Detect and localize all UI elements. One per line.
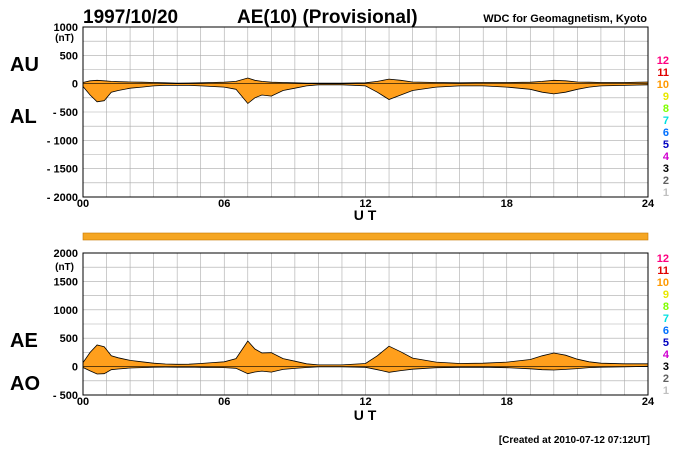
station-count-7: 7 xyxy=(663,313,669,325)
area-fill-ae-ao xyxy=(83,341,648,374)
station-count-4: 4 xyxy=(663,349,670,361)
series-line-ao xyxy=(82,365,649,375)
created-note: [Created at 2010-07-12 07:12UT] xyxy=(499,435,650,446)
chart-title: AE(10) (Provisional) xyxy=(237,7,418,28)
series-line-al xyxy=(82,84,649,105)
x-tick-label: 06 xyxy=(218,396,230,408)
station-count-8: 8 xyxy=(663,103,669,115)
station-count-8: 8 xyxy=(663,301,669,313)
label-ao: AO xyxy=(10,373,40,395)
y-tick-label: 0 xyxy=(72,362,78,374)
station-count-3: 3 xyxy=(663,361,669,373)
y-tick-label: 1000 xyxy=(54,22,78,34)
station-count-7: 7 xyxy=(663,115,669,127)
station-count-2: 2 xyxy=(663,373,669,385)
station-count-5: 5 xyxy=(663,337,669,349)
station-count-9: 9 xyxy=(663,91,669,103)
station-count-10: 10 xyxy=(657,79,669,91)
x-tick-label: 12 xyxy=(359,198,371,210)
series-line-au xyxy=(82,77,649,84)
series-line-ae xyxy=(82,340,648,366)
x-axis-title-bottom: U T xyxy=(354,407,377,423)
station-count-2: 2 xyxy=(663,175,669,187)
plot-frame xyxy=(82,252,649,396)
station-count-12: 12 xyxy=(657,55,669,67)
y-tick-label: 2000 xyxy=(54,248,78,260)
x-tick-label: 12 xyxy=(359,396,371,408)
station-count-11: 11 xyxy=(657,265,669,277)
y-tick-label: 500 xyxy=(60,50,78,62)
y-tick-label: 0 xyxy=(72,79,78,91)
label-ae: AE xyxy=(10,330,38,352)
chart-date: 1997/10/20 xyxy=(83,7,178,28)
x-tick-label: 18 xyxy=(501,396,513,408)
label-al: AL xyxy=(10,106,37,128)
station-count-5: 5 xyxy=(663,139,669,151)
y-tick-label: - 500 xyxy=(53,107,78,119)
x-tick-label: 18 xyxy=(501,198,513,210)
x-tick-label: 24 xyxy=(642,198,655,210)
station-count-6: 6 xyxy=(663,127,669,139)
station-count-1: 1 xyxy=(663,385,669,397)
y-tick-label: - 1000 xyxy=(47,135,78,147)
station-count-9: 9 xyxy=(663,289,669,301)
x-tick-label: 06 xyxy=(218,198,230,210)
data-coverage-bar xyxy=(82,232,649,241)
y-tick-label: - 2000 xyxy=(47,192,78,204)
station-count-4: 4 xyxy=(663,151,670,163)
chart-source: WDC for Geomagnetism, Kyoto xyxy=(483,13,647,25)
y-tick-label: - 500 xyxy=(53,390,78,402)
plot-frame xyxy=(82,26,649,198)
station-count-11: 11 xyxy=(657,67,669,79)
y-unit-top: (nT) xyxy=(55,33,74,44)
station-count-3: 3 xyxy=(663,163,669,175)
x-tick-label: 00 xyxy=(77,198,89,210)
y-tick-label: 500 xyxy=(60,333,78,345)
y-tick-label: - 1500 xyxy=(47,164,78,176)
station-count-12: 12 xyxy=(657,253,669,265)
station-count-10: 10 xyxy=(657,277,669,289)
y-tick-label: 1000 xyxy=(54,305,78,317)
station-count-6: 6 xyxy=(663,325,669,337)
area-fill-au-al xyxy=(83,78,648,104)
x-tick-label: 00 xyxy=(77,396,89,408)
station-count-1: 1 xyxy=(663,187,669,199)
x-axis-title-top: U T xyxy=(354,207,377,223)
label-au: AU xyxy=(10,54,39,76)
x-tick-label: 24 xyxy=(642,396,655,408)
y-tick-label: 1500 xyxy=(54,276,78,288)
y-unit-bottom: (nT) xyxy=(55,262,74,273)
